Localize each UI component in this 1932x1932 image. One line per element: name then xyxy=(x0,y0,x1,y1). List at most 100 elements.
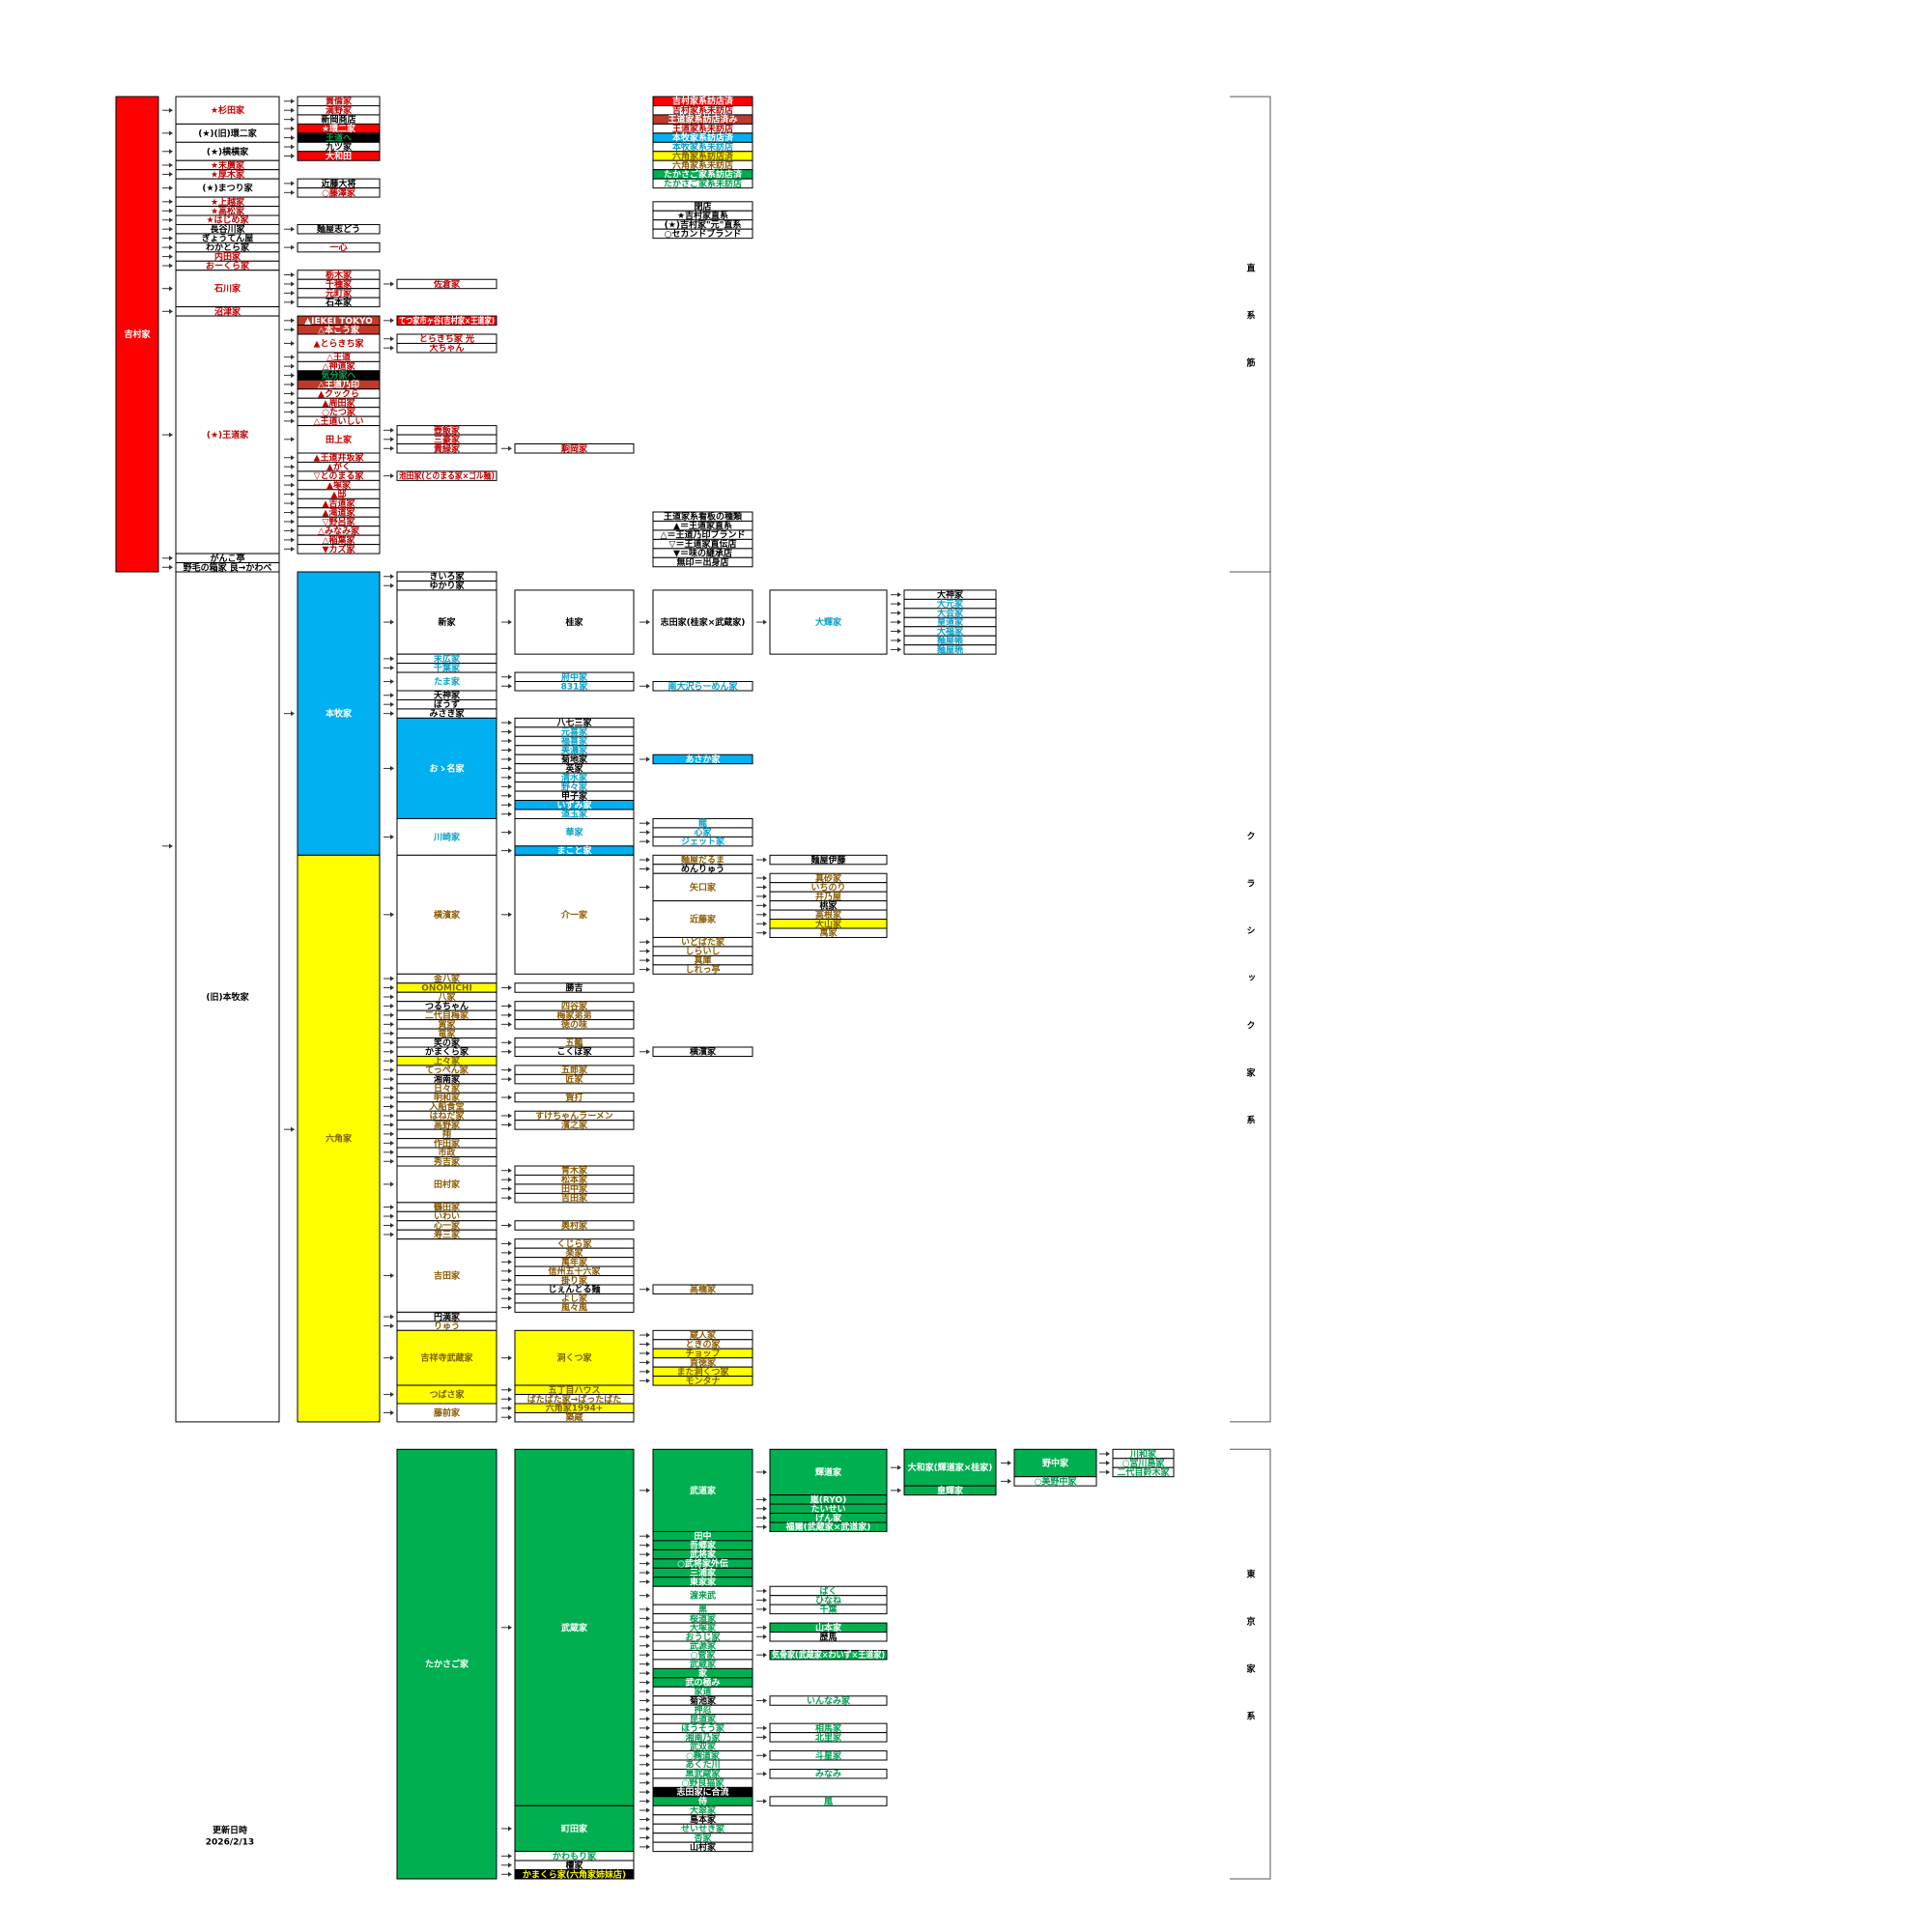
arrow-head xyxy=(646,1716,650,1721)
node-label: △王道 xyxy=(327,352,351,363)
arrow-head xyxy=(646,1359,650,1365)
arrow-head xyxy=(508,1305,512,1311)
node-label: 萬年家 xyxy=(561,1256,588,1267)
arrow-head xyxy=(508,1195,512,1201)
arrow-head xyxy=(169,286,173,292)
arrow-head xyxy=(646,1826,650,1832)
arrow-head xyxy=(508,674,512,680)
arrow-head xyxy=(508,1003,512,1009)
arrow-head xyxy=(763,857,767,863)
arrow-head xyxy=(646,1771,650,1776)
node-label: チョップ xyxy=(685,1348,721,1359)
node-label: 栃木家 xyxy=(326,270,353,281)
node-box xyxy=(769,854,888,866)
node-box xyxy=(769,1750,888,1761)
node-label: くじら家 xyxy=(556,1237,592,1249)
node-label: よし家 xyxy=(561,1293,588,1304)
node-label: 千葉 xyxy=(819,1604,838,1615)
arrow-head xyxy=(169,308,173,314)
node-label: 梅家弟弟 xyxy=(556,1009,591,1021)
arrow-head xyxy=(390,994,394,1000)
arrow-head xyxy=(508,1067,512,1073)
node-label: 元町家 xyxy=(326,287,353,298)
node-label: 池田家(とのまる家×ゴル麺) xyxy=(399,470,495,482)
node-label: 押忍 xyxy=(694,1704,711,1716)
node-label: 気骨家(武蔵家×わいず×王道家) xyxy=(772,1649,885,1661)
node-box xyxy=(769,1695,888,1706)
arrow-head xyxy=(390,473,394,479)
node-label: (★)横横家 xyxy=(207,146,249,157)
arrow-head xyxy=(508,912,512,918)
node-label: 八家 xyxy=(437,991,456,1003)
node-box xyxy=(396,278,497,290)
arrow-head xyxy=(169,208,173,213)
arrow-head xyxy=(169,226,173,232)
arrow-head xyxy=(291,272,295,277)
legend-label: たかさご家系訪店済 xyxy=(664,168,743,180)
node-box xyxy=(652,900,753,938)
arrow-head xyxy=(508,1295,512,1301)
arrow-head xyxy=(291,290,295,296)
node-label: 大輝家 xyxy=(815,616,842,628)
group-label: 東京家系 xyxy=(1245,1569,1256,1759)
node-box xyxy=(396,589,497,655)
arrow-head xyxy=(390,1355,394,1361)
note-label: ★吉村家直系 xyxy=(677,210,728,221)
legend-label: 本牧家系未訪店 xyxy=(672,141,733,153)
node-label: 野々家 xyxy=(561,781,588,792)
node-label: 志田家に合流 xyxy=(676,1786,728,1798)
legend-label: 王道家系未訪店 xyxy=(672,123,733,134)
node-label: がんこ亭 xyxy=(210,553,244,564)
node-label: 町田家 xyxy=(561,1823,588,1834)
node-box xyxy=(514,1804,635,1853)
arrow-head xyxy=(763,1698,767,1703)
node-label: 大ちゃん xyxy=(429,342,464,354)
node-box xyxy=(1013,1476,1097,1487)
node-label: 武の極み xyxy=(685,1677,720,1689)
node-label: たま家 xyxy=(434,676,461,688)
arrow-head xyxy=(646,1551,650,1557)
arrow-head xyxy=(291,1126,295,1132)
node-label: 藤前家 xyxy=(434,1406,461,1418)
node-label: げん家 xyxy=(815,1512,842,1523)
node-label: しれっ亭 xyxy=(685,964,720,976)
arrow-head xyxy=(646,1287,650,1293)
arrow-head xyxy=(1106,1451,1110,1457)
arrow-head xyxy=(291,482,295,488)
arrow-head xyxy=(169,263,173,269)
node-label: △王道乃印 xyxy=(318,379,359,390)
node-label: 杏家 xyxy=(694,1832,712,1843)
node-label: 吉田家 xyxy=(561,1192,588,1204)
arrow-head xyxy=(763,1588,767,1594)
arrow-head xyxy=(646,1543,650,1548)
arrow-head xyxy=(291,181,295,186)
node-label: 大翠家 xyxy=(690,1804,717,1816)
node-label: かまくら家 xyxy=(425,1046,469,1058)
node-box xyxy=(396,817,497,856)
node-label: 六角家1994+ xyxy=(546,1403,604,1414)
node-label: 奥村家 xyxy=(560,1220,588,1232)
arrow-head xyxy=(390,427,394,433)
arrow-head xyxy=(508,1277,512,1283)
arrow-head xyxy=(291,189,295,195)
arrow-head xyxy=(169,236,173,242)
node-label: とらきち家 光 xyxy=(419,333,474,345)
arrow-head xyxy=(646,1579,650,1584)
node-label: 壺飯家 xyxy=(434,424,461,436)
arrow-head xyxy=(646,1369,650,1375)
arrow-head xyxy=(508,1240,512,1246)
node-label: 山村家 xyxy=(690,1841,717,1853)
arrow-head xyxy=(646,1707,650,1713)
node-label: 美濃家 xyxy=(561,745,588,756)
arrow-head xyxy=(390,1314,394,1320)
arrow-head xyxy=(646,1625,650,1631)
arrow-head xyxy=(508,619,512,625)
arrow-head xyxy=(646,939,650,945)
legend-label: 吉村家系未訪店 xyxy=(672,104,733,116)
node-label: 831家 xyxy=(561,680,589,692)
arrow-head xyxy=(763,1506,767,1512)
node-label: 吉田家 xyxy=(434,1270,461,1282)
node-label: 麺屋伊藤 xyxy=(810,854,846,866)
node-label: 心一家 xyxy=(434,1220,461,1232)
node-label: 賀打 xyxy=(564,1092,582,1103)
